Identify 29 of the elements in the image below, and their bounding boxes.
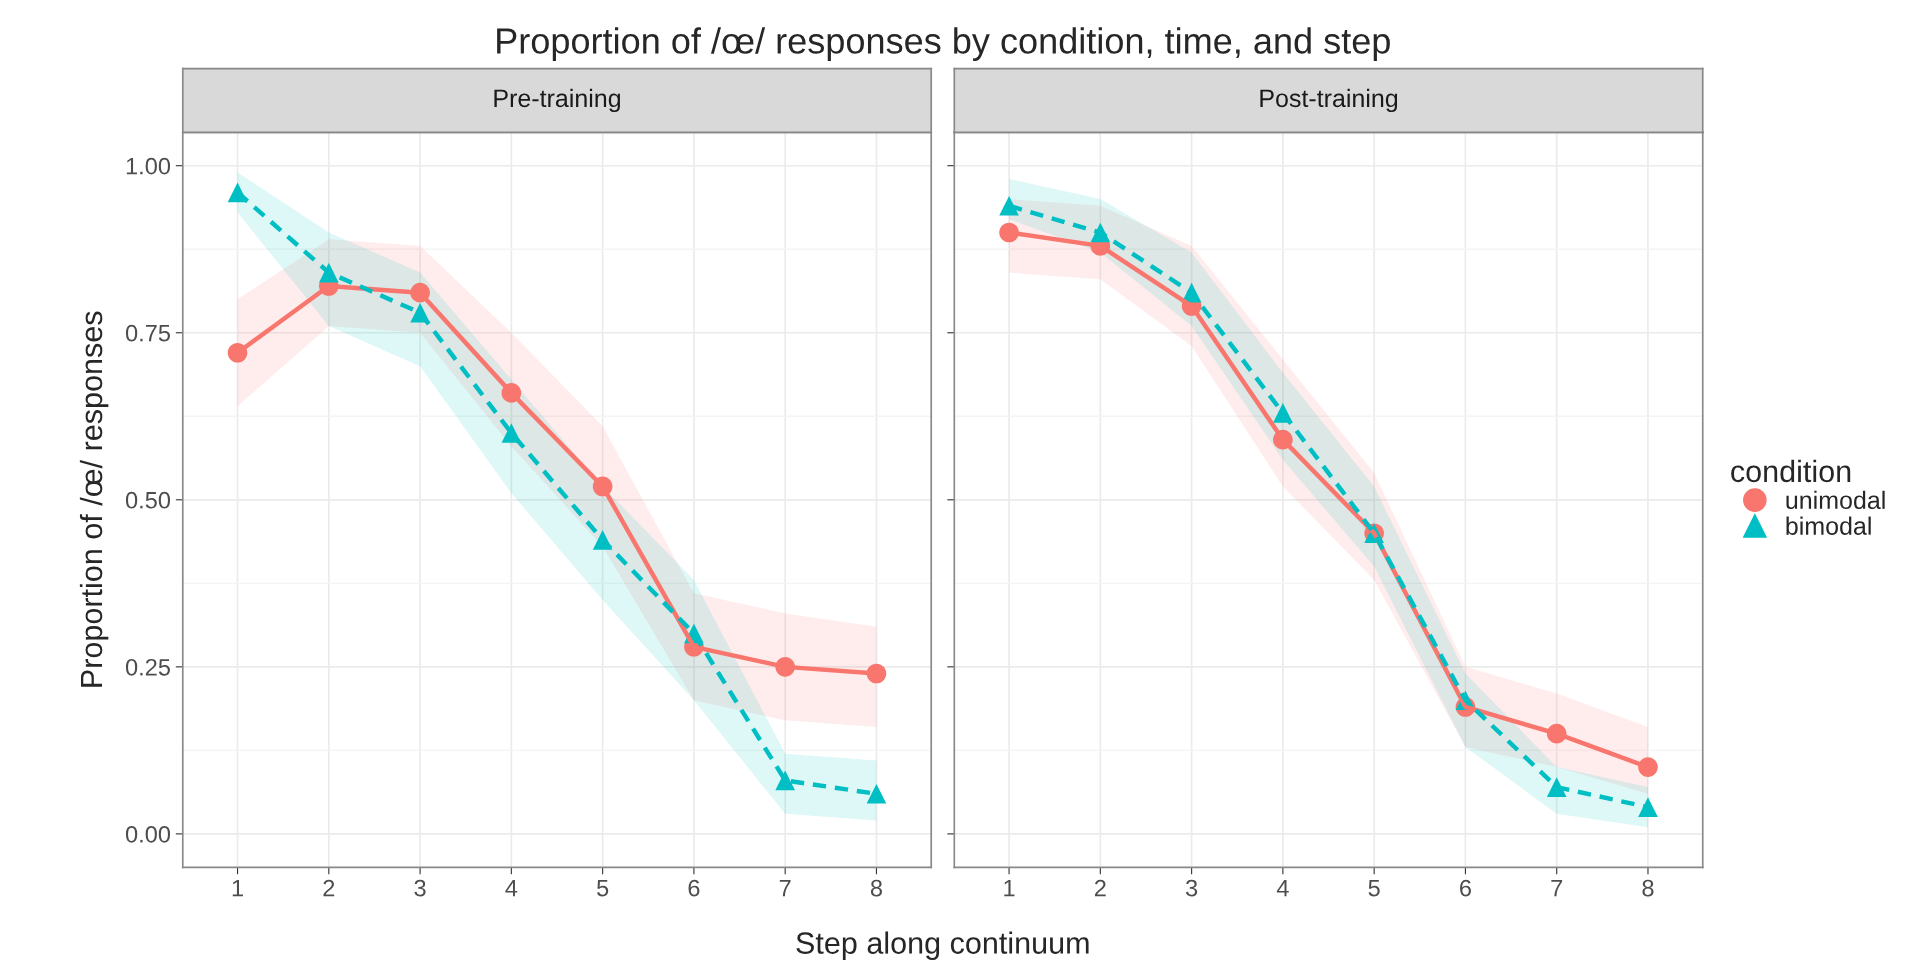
legend-label: bimodal	[1786, 516, 1871, 535]
y-tick-label: 0.50	[125, 491, 171, 509]
chart-subtitle: Post-training	[1260, 88, 1398, 113]
x-tick-label: 3	[414, 879, 426, 897]
x-axis-title: Step along continuum	[796, 931, 1089, 960]
x-tick-label: 2	[1094, 879, 1106, 897]
x-tick-label: 1	[1004, 879, 1015, 897]
y-axis-title: Proportion of /œ/ responses	[79, 311, 109, 687]
y-tick-label: 1.00	[126, 157, 171, 175]
x-tick-label: 3	[1185, 879, 1198, 897]
y-tick-label: 0.00	[125, 825, 171, 843]
chart-title: Proportion of /œ/ responses by condition, time, and step	[497, 27, 1390, 61]
x-tick-label: 1	[232, 879, 243, 897]
legend-label: unimodal	[1786, 490, 1885, 510]
chart-subtitle: Pre-training	[494, 88, 620, 113]
x-tick-label: 7	[1551, 879, 1563, 897]
x-tick-label: 4	[505, 879, 518, 897]
x-tick-label: 8	[1642, 879, 1654, 897]
x-tick-label: 7	[779, 879, 791, 897]
x-tick-label: 4	[1276, 879, 1289, 897]
legend-title: condition	[1731, 459, 1851, 483]
y-tick-label: 0.25	[125, 658, 170, 676]
x-tick-label: 6	[1460, 879, 1471, 897]
x-tick-label: 6	[688, 879, 700, 897]
x-tick-label: 8	[870, 879, 882, 897]
x-tick-label: 5	[597, 879, 609, 897]
x-tick-label: 5	[1368, 879, 1380, 897]
y-tick-label: 0.75	[125, 324, 170, 342]
x-tick-label: 2	[323, 879, 335, 897]
